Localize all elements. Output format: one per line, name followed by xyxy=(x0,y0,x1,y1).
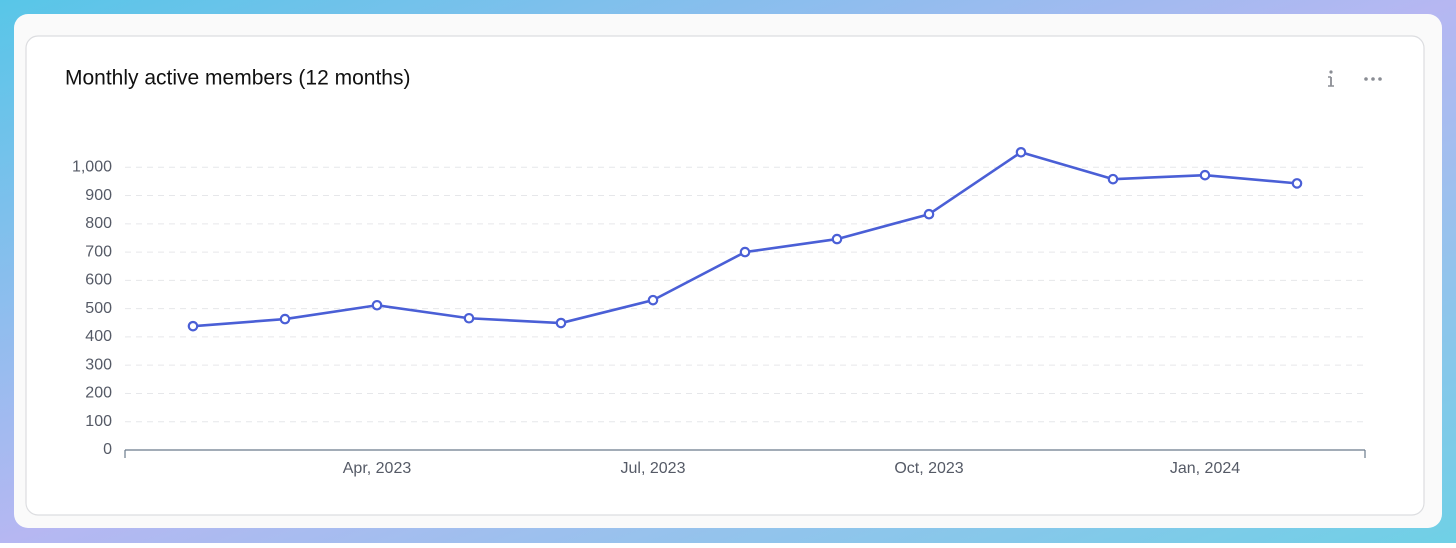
point xyxy=(647,294,659,306)
point xyxy=(555,317,567,329)
y-tick-label: 600 xyxy=(85,272,112,289)
card xyxy=(25,35,1425,516)
point xyxy=(923,208,935,220)
x-tick-label: Apr, 2023 xyxy=(343,460,412,477)
point xyxy=(1015,146,1027,158)
point xyxy=(187,320,199,332)
y-tick-label: 700 xyxy=(85,243,112,260)
point xyxy=(463,312,475,324)
y-tick-label: 500 xyxy=(85,300,112,317)
y-tick-label: 100 xyxy=(85,413,112,430)
y-tick-label: 200 xyxy=(85,385,112,402)
y-tick-label: 0 xyxy=(103,441,112,458)
y-tick-label: 400 xyxy=(85,328,112,345)
y-tick-label: 800 xyxy=(85,215,112,232)
point xyxy=(739,246,751,258)
plot-area: 0 100 200 300 400 500 600 700 800 900 1,000 Apr, 20… xyxy=(72,146,1366,477)
y-tick-label: 900 xyxy=(85,187,112,204)
point xyxy=(1291,178,1303,189)
x-tick-label: Oct, 2023 xyxy=(894,460,963,477)
more-button[interactable] xyxy=(1364,77,1382,81)
point xyxy=(371,299,383,311)
point xyxy=(1199,169,1211,181)
info-button[interactable] xyxy=(1328,70,1334,87)
x-tick-label: Jan, 2024 xyxy=(1170,460,1240,477)
point xyxy=(831,233,843,245)
y-tick-label: 300 xyxy=(85,356,112,373)
chart-title: Monthly active members (12 months) xyxy=(65,67,410,90)
y-tick-label: 1,000 xyxy=(72,158,112,175)
point xyxy=(1107,173,1119,185)
point xyxy=(279,313,291,325)
x-tick-label: Jul, 2023 xyxy=(621,460,686,477)
